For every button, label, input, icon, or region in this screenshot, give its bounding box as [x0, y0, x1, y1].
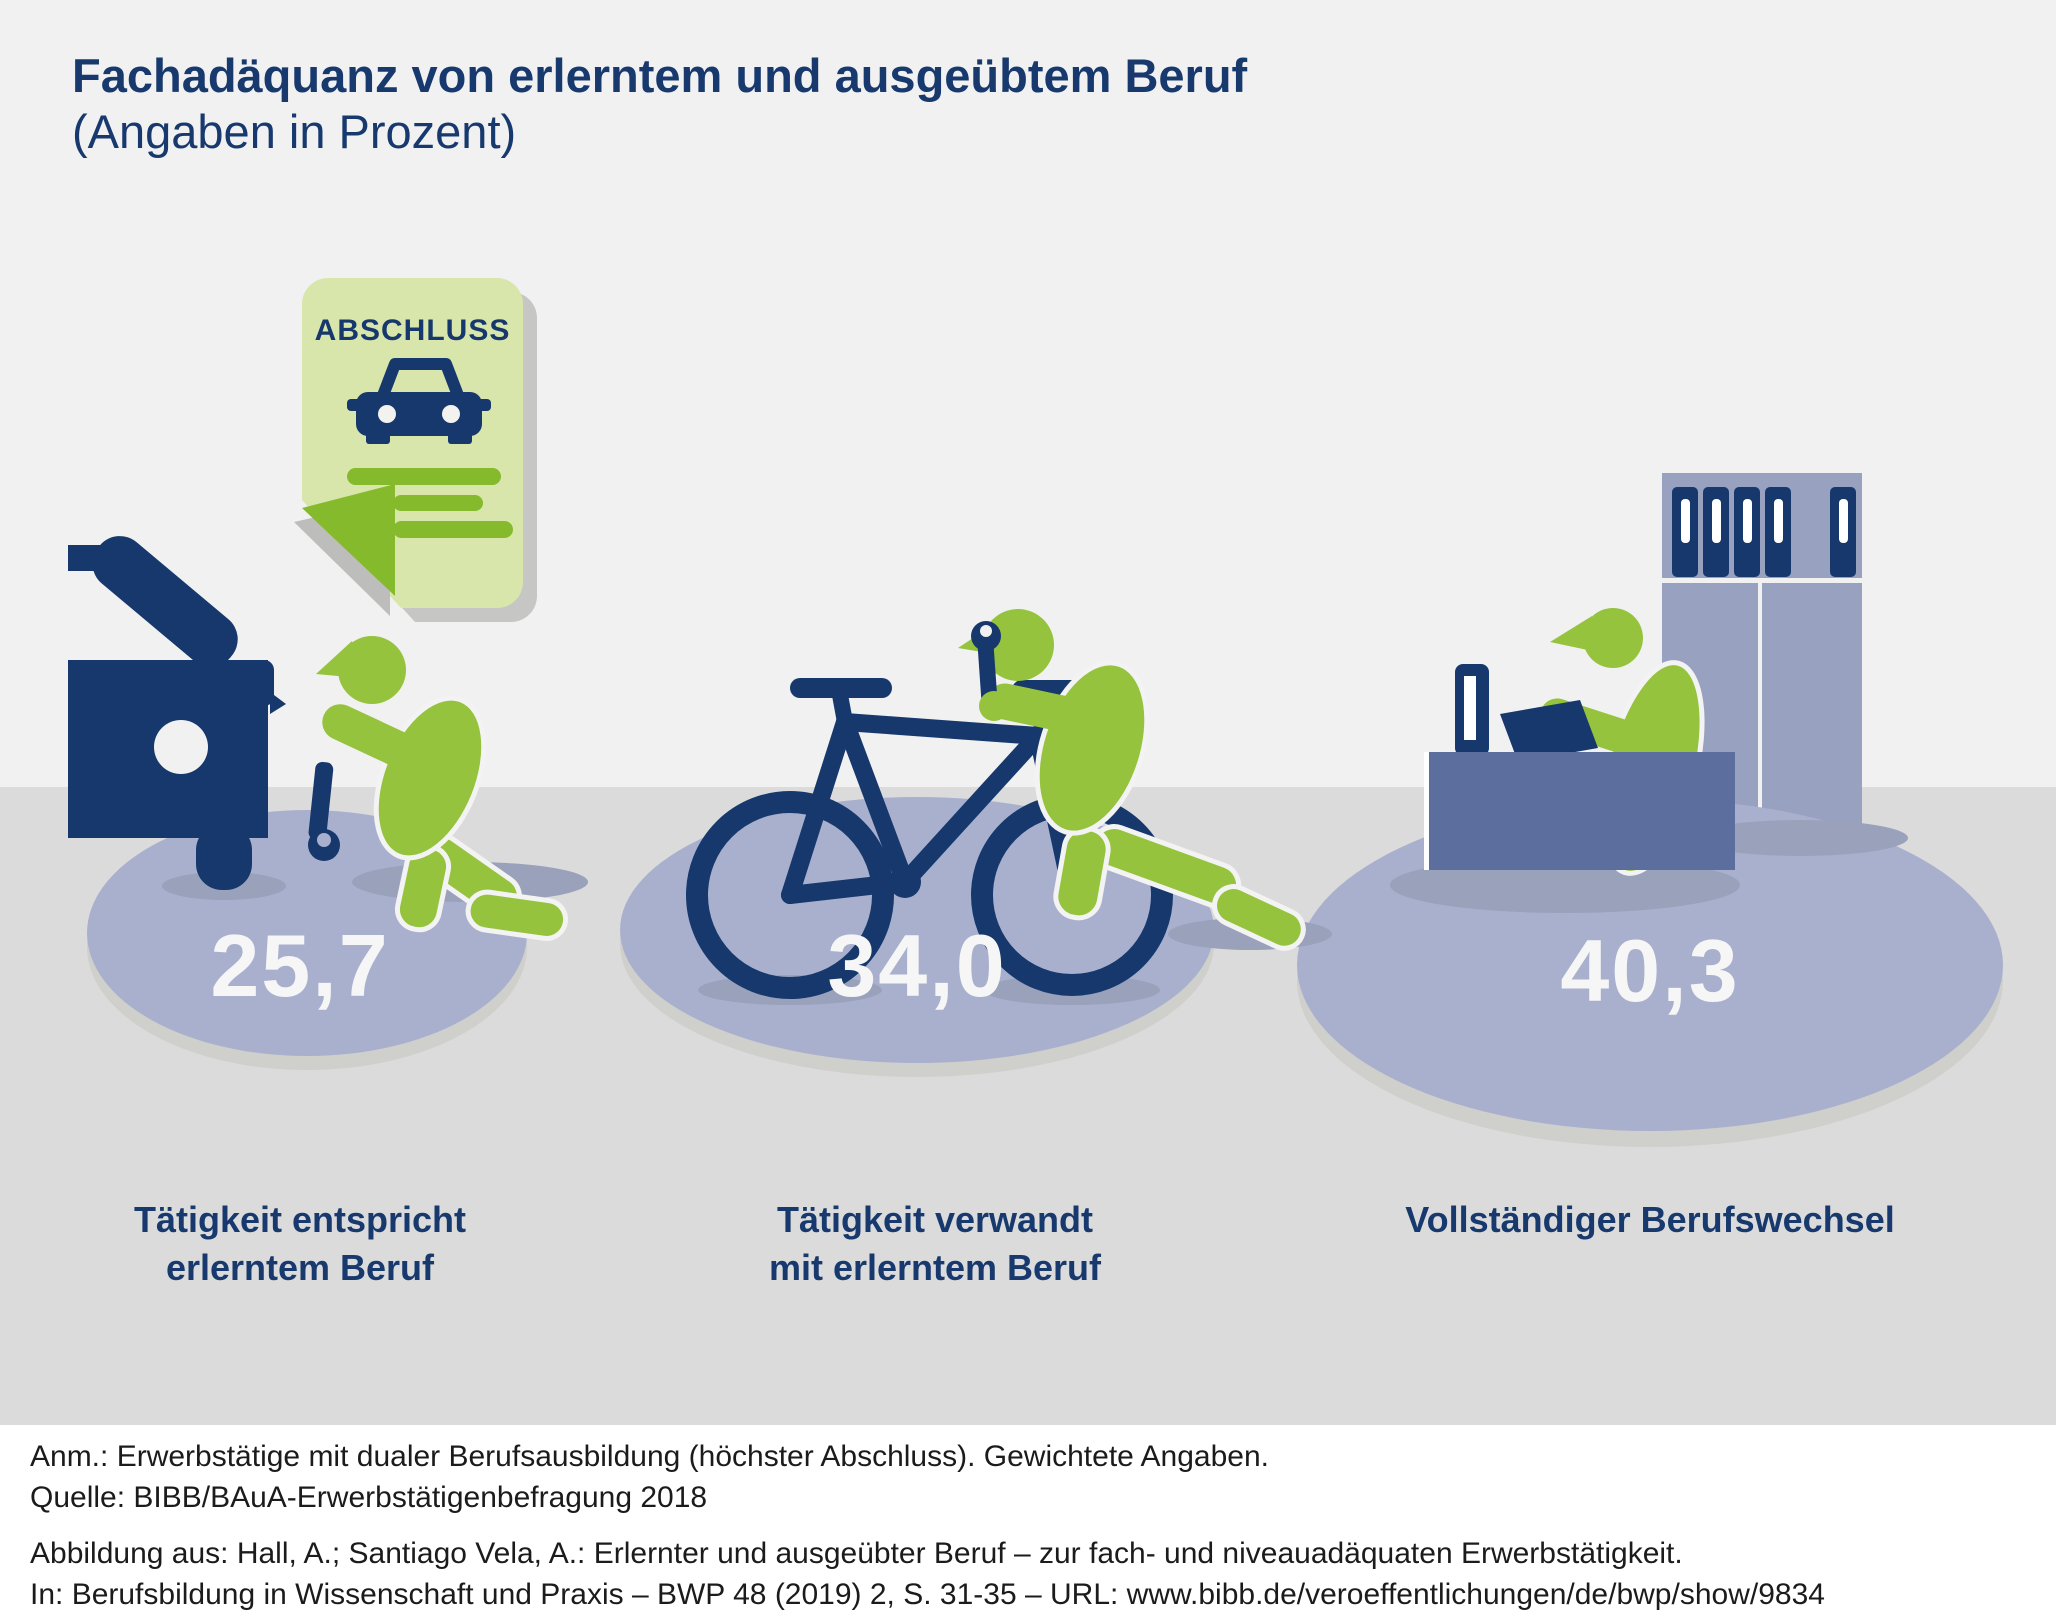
laptop-icon	[1500, 700, 1598, 762]
bicycle-mechanic-icon	[958, 609, 1306, 951]
category-label-3: Vollständiger Berufswechsel	[1405, 1199, 1895, 1240]
office-desk-icon	[1424, 752, 1735, 870]
left-arrow-icon	[302, 484, 395, 596]
footnote-quelle: Quelle: BIBB/BAuA-Erwerbstätigenbefragun…	[30, 1481, 708, 1515]
value-label-2: 34,0	[827, 916, 1007, 1015]
wrench-icon	[308, 761, 340, 861]
certificate-label: ABSCHLUSS	[314, 314, 511, 347]
category-label-2: Tätigkeit verwandt mit erlerntem Beruf	[768, 1199, 1102, 1288]
footnote-anm: Anm.: Erwerbstätige mit dualer Berufsaus…	[30, 1440, 1269, 1473]
bicycle-icon	[686, 678, 1173, 999]
category-label-1: Tätigkeit entspricht erlerntem Beruf	[133, 1199, 467, 1288]
cabinet-icon	[1662, 473, 1862, 843]
footnote-abbildung: Abbildung aus: Hall, A.; Santiago Vela, …	[30, 1536, 1683, 1570]
mechanic-icon	[308, 636, 569, 941]
abschluss-car-icon	[347, 358, 491, 444]
title-line-2: (Angaben in Prozent)	[72, 105, 517, 159]
value-label-1: 25,7	[210, 916, 390, 1015]
scene-bicycle-mechanic	[686, 609, 1332, 1005]
footnote-in: In: Berufsbildung in Wissenschaft und Pr…	[30, 1578, 1825, 1612]
footnote-band	[0, 1425, 2056, 1616]
value-label-3: 40,3	[1560, 921, 1740, 1020]
monitor-icon	[1455, 664, 1489, 756]
car-icon	[68, 536, 286, 890]
certificate-icon	[294, 278, 537, 622]
title-line-1: Fachadäquanz von erlerntem und ausgeübte…	[72, 49, 1248, 102]
scene-office-worker	[1390, 608, 1908, 913]
scene-car-mechanic	[68, 278, 588, 941]
footnotes: Anm.: Erwerbstätige mit dualer Berufsaus…	[30, 1436, 1825, 1616]
page-title: Fachadäquanz von erlerntem und ausgeübte…	[72, 48, 1247, 161]
certificate-text-lines	[347, 468, 513, 538]
